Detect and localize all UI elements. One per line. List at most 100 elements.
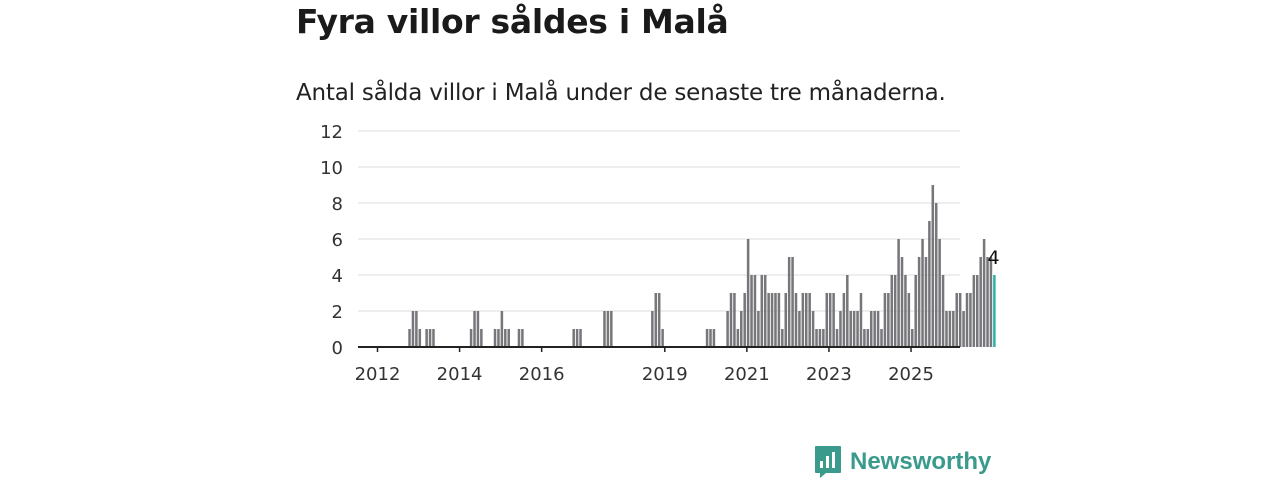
bar xyxy=(517,329,521,347)
bar xyxy=(740,311,743,347)
bar xyxy=(493,329,497,347)
bar xyxy=(938,239,941,347)
bar xyxy=(972,275,976,347)
bar xyxy=(480,329,483,347)
bar xyxy=(606,311,610,347)
bar xyxy=(415,311,418,347)
highlight-bar xyxy=(993,275,996,347)
bar xyxy=(945,311,948,347)
bar xyxy=(948,311,952,347)
bar xyxy=(428,329,432,347)
bar xyxy=(955,293,958,347)
bar xyxy=(805,293,808,347)
bar xyxy=(473,311,476,347)
bar xyxy=(825,293,829,347)
bar xyxy=(897,239,900,347)
bar xyxy=(811,311,815,347)
bar xyxy=(934,203,938,347)
highlight-value-label: 4 xyxy=(988,247,1000,269)
bar xyxy=(842,293,846,347)
bar xyxy=(832,293,835,347)
bar xyxy=(774,293,777,347)
bar xyxy=(828,293,832,347)
bar xyxy=(425,329,428,347)
x-tick-label: 2025 xyxy=(888,364,934,385)
bar xyxy=(866,329,870,347)
bar xyxy=(705,329,709,347)
bar xyxy=(818,329,822,347)
bar xyxy=(572,329,575,347)
bar xyxy=(801,293,805,347)
bar xyxy=(784,293,787,347)
y-tick-label: 6 xyxy=(332,230,343,251)
bar xyxy=(856,311,859,347)
bar xyxy=(900,257,904,347)
bar xyxy=(521,329,524,347)
bar xyxy=(859,293,863,347)
bar xyxy=(610,311,613,347)
bar xyxy=(753,275,757,347)
bar xyxy=(794,293,798,347)
bar xyxy=(661,329,664,347)
brand-name: Newsworthy xyxy=(850,448,992,475)
bar xyxy=(965,293,969,347)
y-tick-label: 2 xyxy=(332,302,343,323)
y-tick-label: 10 xyxy=(320,158,343,179)
bar xyxy=(476,311,480,347)
bar xyxy=(733,293,736,347)
x-tick-label: 2021 xyxy=(724,364,770,385)
bar xyxy=(846,275,849,347)
bar xyxy=(760,275,764,347)
y-tick-label: 12 xyxy=(320,122,343,143)
bar xyxy=(914,275,917,347)
bar xyxy=(917,257,921,347)
bar xyxy=(712,329,716,347)
bar xyxy=(746,239,750,347)
bar xyxy=(976,275,979,347)
bar xyxy=(777,293,781,347)
bar xyxy=(911,329,914,347)
bar xyxy=(986,257,989,347)
bar xyxy=(736,329,740,347)
bar xyxy=(743,293,746,347)
bar xyxy=(408,329,411,347)
bar xyxy=(651,311,654,347)
bar xyxy=(869,311,873,347)
bar xyxy=(941,275,945,347)
y-tick-label: 0 xyxy=(332,338,343,359)
y-tick-label: 8 xyxy=(332,194,343,215)
bar xyxy=(770,293,774,347)
x-tick-label: 2014 xyxy=(437,364,483,385)
bar xyxy=(497,329,500,347)
bar xyxy=(989,257,993,347)
bar xyxy=(863,329,866,347)
bar xyxy=(883,293,887,347)
bar xyxy=(952,311,955,347)
bar xyxy=(657,293,661,347)
bar xyxy=(958,293,962,347)
page-title: Fyra villor såldes i Malå xyxy=(296,2,729,41)
bar xyxy=(507,329,510,347)
bar xyxy=(887,293,890,347)
y-tick-label: 4 xyxy=(332,266,343,287)
bar xyxy=(979,257,982,347)
bar xyxy=(893,275,897,347)
bar xyxy=(763,275,767,347)
bar xyxy=(962,311,965,347)
newsworthy-logo-icon xyxy=(815,446,841,478)
bar xyxy=(729,293,733,347)
bar xyxy=(767,293,770,347)
bar xyxy=(822,329,825,347)
bar xyxy=(757,311,760,347)
x-tick-label: 2016 xyxy=(519,364,565,385)
bar xyxy=(931,185,935,347)
bar xyxy=(852,311,856,347)
bar xyxy=(928,221,931,347)
newsworthy-brand: Newsworthy xyxy=(814,445,991,479)
bar xyxy=(432,329,435,347)
bar xyxy=(876,311,880,347)
bar xyxy=(411,311,415,347)
bar xyxy=(904,275,907,347)
bar xyxy=(839,311,842,347)
